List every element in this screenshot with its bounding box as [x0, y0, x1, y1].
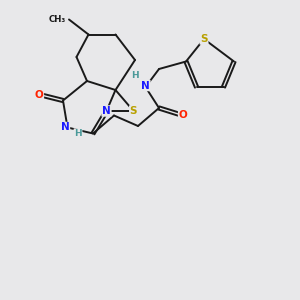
Text: S: S: [200, 34, 208, 44]
Text: O: O: [178, 110, 188, 121]
Text: N: N: [102, 106, 111, 116]
Text: N: N: [141, 80, 150, 91]
Text: S: S: [130, 106, 137, 116]
Text: CH₃: CH₃: [49, 15, 66, 24]
Text: H: H: [131, 71, 139, 80]
Text: O: O: [34, 89, 43, 100]
Text: H: H: [74, 129, 82, 138]
Text: N: N: [61, 122, 70, 133]
